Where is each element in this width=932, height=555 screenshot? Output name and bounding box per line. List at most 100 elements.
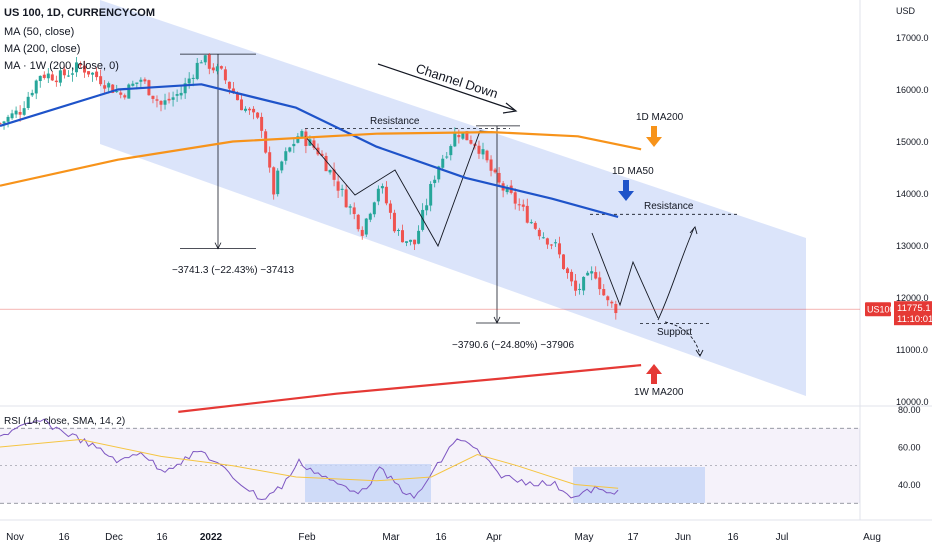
candle-body xyxy=(151,95,155,99)
candle-body xyxy=(312,140,316,148)
candle-body xyxy=(300,131,304,137)
candle-body xyxy=(598,277,602,290)
candle-body xyxy=(352,207,356,215)
time-tick-label: 16 xyxy=(156,532,168,543)
candle-body xyxy=(497,172,501,183)
candle-body xyxy=(256,112,260,118)
candle-body xyxy=(505,187,509,193)
candle-body xyxy=(566,268,570,274)
candle-body xyxy=(537,229,541,237)
currency-label: USD xyxy=(896,6,916,16)
candle-body xyxy=(107,83,111,88)
candle-body xyxy=(493,169,497,173)
countdown-value: 11:10:01 xyxy=(897,314,932,325)
time-tick-label: Apr xyxy=(486,532,502,543)
candle-body xyxy=(392,212,396,232)
candle-body xyxy=(324,155,328,172)
legend-ma200[interactable]: MA (200, close) xyxy=(4,43,81,55)
candle-body xyxy=(248,108,252,111)
candle-body xyxy=(252,108,256,113)
candle-body xyxy=(445,156,449,158)
candle-body xyxy=(195,62,199,79)
candle-body xyxy=(541,237,545,239)
candle-body xyxy=(191,77,195,79)
candle-body xyxy=(481,149,485,155)
time-tick-label: 16 xyxy=(727,532,739,543)
candle-body xyxy=(215,66,219,72)
candle-body xyxy=(240,99,243,111)
rsi-line xyxy=(0,418,619,501)
ma50-line xyxy=(0,83,619,218)
last-price-value: 11775.1 xyxy=(897,303,931,314)
candle-body xyxy=(320,153,324,156)
candle-body xyxy=(409,239,413,242)
candle-body xyxy=(461,132,465,139)
symbol-title[interactable]: US 100, 1D, CURRENCYCOM xyxy=(4,7,155,19)
candle-body xyxy=(336,181,340,191)
ma200-1d-label: 1D MA200 xyxy=(636,112,684,123)
candle-body xyxy=(179,92,183,96)
time-tick-label: Dec xyxy=(105,532,123,543)
candle-body xyxy=(372,202,376,215)
candle-body xyxy=(441,158,445,168)
candle-body xyxy=(545,238,549,245)
price-tick-label: 14000.0 xyxy=(896,189,929,199)
legend-ma50[interactable]: MA (50, close) xyxy=(4,26,75,38)
candle-body xyxy=(368,213,372,220)
candle-body xyxy=(578,288,582,290)
pattern-zigzag-2 xyxy=(591,232,659,319)
candle-body xyxy=(485,150,489,161)
rsi-tick-label: 60.00 xyxy=(898,443,921,453)
candle-body xyxy=(469,139,473,144)
time-tick-label: Jul xyxy=(776,532,789,543)
candle-body xyxy=(553,242,557,244)
candle-body xyxy=(417,230,421,244)
candle-body xyxy=(453,133,457,147)
candle-body xyxy=(376,188,380,202)
candle-body xyxy=(614,303,618,314)
candle-body xyxy=(0,123,2,125)
channel-arrowhead xyxy=(502,102,518,114)
candle-body xyxy=(272,167,276,195)
price-tick-label: 17000.0 xyxy=(896,33,929,43)
candle-body xyxy=(83,65,87,73)
ma50-1d-label: 1D MA50 xyxy=(612,166,654,177)
candle-body xyxy=(610,301,614,304)
candle-body xyxy=(348,206,352,208)
candle-body xyxy=(38,75,42,82)
drop-2-label: −3790.6 (−24.80%) −37906 xyxy=(452,340,574,351)
candle-body xyxy=(62,69,66,76)
candle-body xyxy=(50,74,54,81)
rsi-title: RSI (14, close, SMA, 14, 2) xyxy=(4,416,125,427)
projection-down-arrow xyxy=(664,321,701,356)
candle-body xyxy=(123,95,127,98)
projection-up-arrow xyxy=(657,227,695,321)
candle-body xyxy=(413,239,417,245)
candle-body xyxy=(425,205,429,211)
candle-body xyxy=(14,110,18,115)
candle-body xyxy=(66,75,70,77)
time-tick-label: Mar xyxy=(382,532,400,543)
candle-body xyxy=(477,145,481,154)
candle-body xyxy=(91,72,95,75)
time-tick-label: 2022 xyxy=(200,532,223,543)
candle-body xyxy=(332,169,336,180)
candle-body xyxy=(517,204,521,206)
ma200-1w-label: 1W MA200 xyxy=(634,387,684,398)
candle-body xyxy=(586,272,590,276)
candle-body xyxy=(79,63,82,66)
legend-ma200w[interactable]: MA · 1W (200, close, 0) xyxy=(4,60,119,72)
time-tick-label: May xyxy=(575,532,594,543)
ma200-1w-arrow xyxy=(646,364,662,384)
candle-body xyxy=(437,166,441,180)
candle-body xyxy=(465,131,469,141)
ma200-1d-arrow xyxy=(646,126,662,147)
candle-body xyxy=(30,92,34,96)
candle-body xyxy=(421,209,425,230)
candle-body xyxy=(2,121,6,124)
candle-body xyxy=(155,99,159,101)
rsi-tick-label: 40.00 xyxy=(898,480,921,490)
candle-body xyxy=(171,97,175,100)
